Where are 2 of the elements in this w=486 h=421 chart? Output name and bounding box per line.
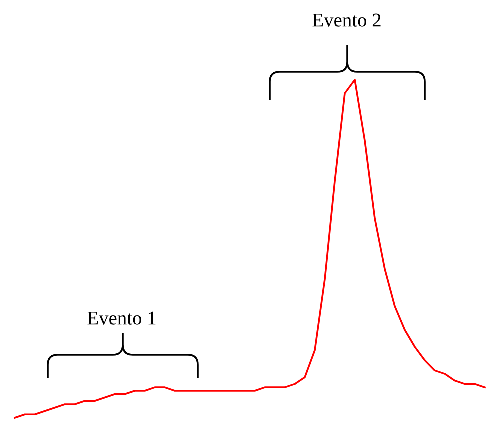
text: Evento 2 bbox=[312, 14, 381, 27]
annotation: Evento 1 bbox=[88, 312, 156, 325]
